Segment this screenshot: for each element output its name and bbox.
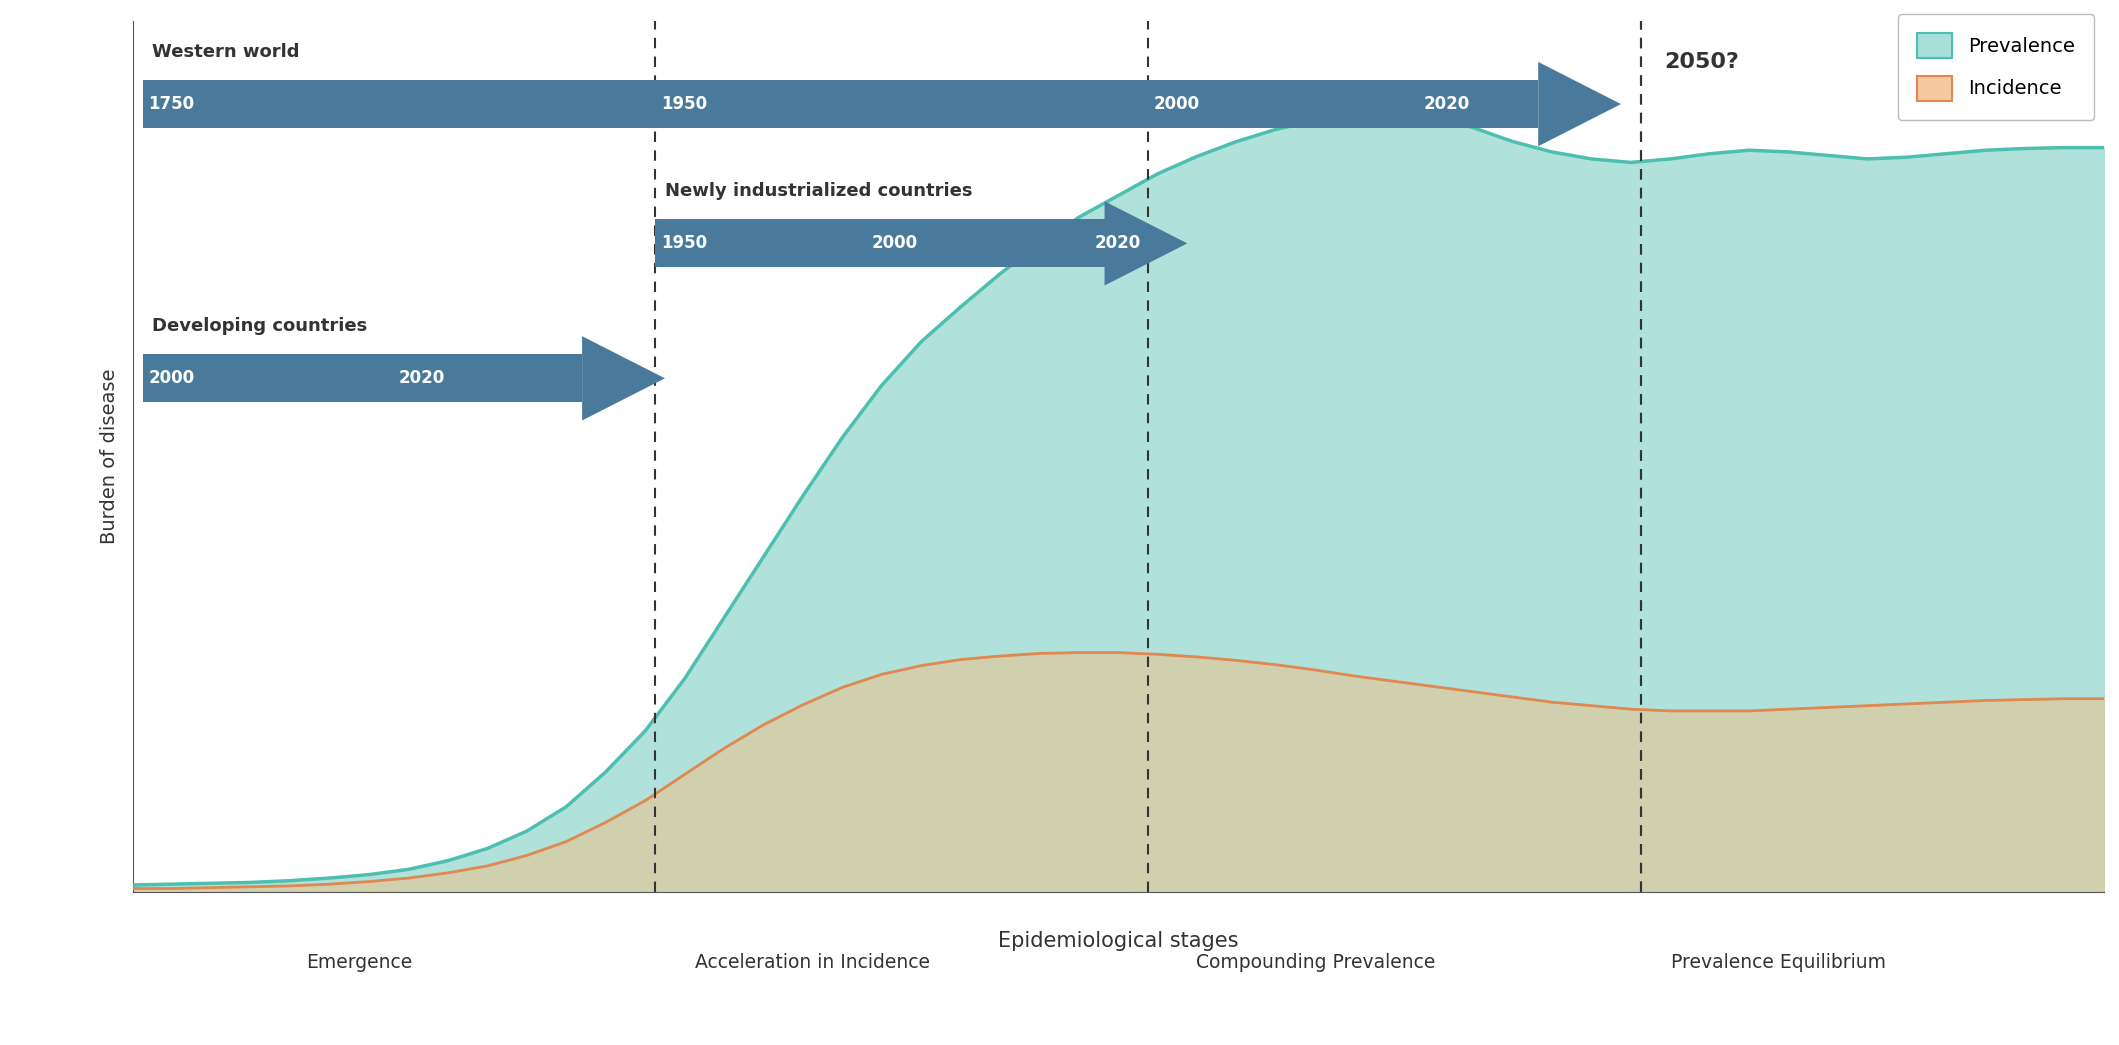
Text: 1950: 1950: [661, 95, 708, 113]
Text: Acceleration in Incidence: Acceleration in Incidence: [695, 953, 930, 972]
Text: Developing countries: Developing countries: [153, 318, 367, 335]
Text: 2050?: 2050?: [1663, 52, 1740, 72]
Text: 2020: 2020: [398, 369, 445, 388]
Text: Prevalence Equilibrium: Prevalence Equilibrium: [1672, 953, 1886, 972]
Text: 2000: 2000: [871, 234, 918, 253]
Text: 2000: 2000: [1155, 95, 1199, 113]
Text: 2020: 2020: [1424, 95, 1471, 113]
Polygon shape: [583, 336, 665, 420]
X-axis label: Epidemiological stages: Epidemiological stages: [998, 931, 1240, 951]
Text: 1750: 1750: [148, 95, 195, 113]
FancyBboxPatch shape: [142, 80, 1538, 129]
Y-axis label: Burden of disease: Burden of disease: [100, 369, 119, 544]
Text: 2000: 2000: [148, 369, 195, 388]
Text: 1950: 1950: [661, 234, 708, 253]
Text: Compounding Prevalence: Compounding Prevalence: [1195, 953, 1435, 972]
Legend: Prevalence, Incidence: Prevalence, Incidence: [1899, 14, 2094, 120]
Polygon shape: [1538, 62, 1621, 146]
Text: 2020: 2020: [1096, 234, 1140, 253]
Polygon shape: [1104, 202, 1187, 285]
Text: Newly industrialized countries: Newly industrialized countries: [665, 182, 973, 201]
FancyBboxPatch shape: [142, 354, 583, 402]
Text: Emergence: Emergence: [307, 953, 413, 972]
Text: Western world: Western world: [153, 43, 301, 61]
FancyBboxPatch shape: [655, 219, 1104, 268]
